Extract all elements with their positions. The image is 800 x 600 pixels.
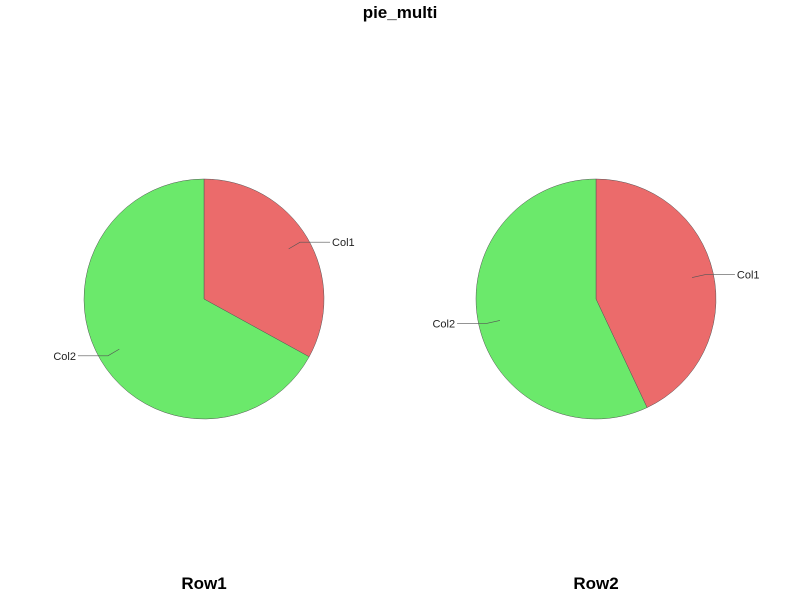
slice-label-col1: Col1 (737, 270, 760, 282)
pie-slice-col1 (595, 178, 717, 408)
slice-leader-line (457, 320, 501, 324)
pie-slice-col1 (203, 178, 325, 358)
slice-leader-line (288, 241, 331, 250)
slice-leader-line (77, 348, 120, 357)
pie-caption-row2: Row2 (573, 574, 618, 593)
pie-caption-row1: Row1 (181, 574, 226, 593)
pie-row2: Col1 Col2 (432, 178, 760, 420)
pie-slice-col2 (83, 178, 310, 420)
slice-label-col2: Col2 (432, 318, 455, 330)
chart-title: pie_multi (362, 3, 438, 22)
slice-leader-line (691, 274, 735, 278)
pie-row1: Col1 Col2 (53, 178, 355, 420)
pie-slice-col2 (475, 178, 648, 420)
slice-label-col1: Col1 (332, 237, 355, 249)
slice-label-col2: Col2 (53, 351, 76, 363)
